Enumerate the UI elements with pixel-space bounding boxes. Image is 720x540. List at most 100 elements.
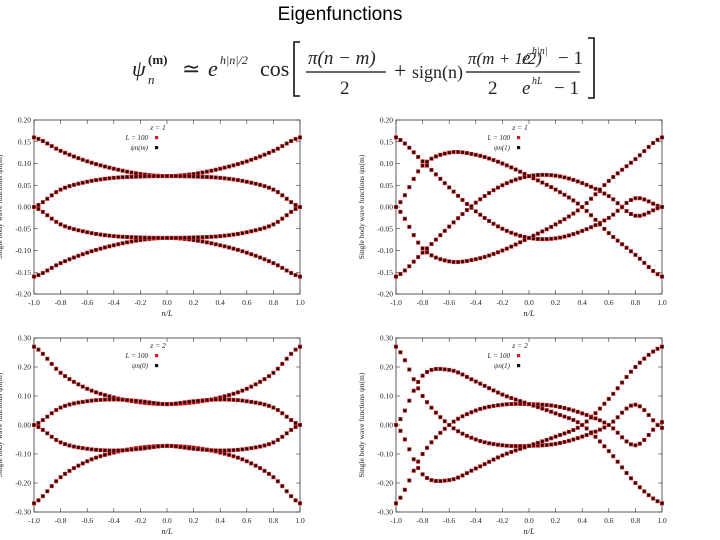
point-psi	[37, 273, 40, 277]
series-m0-pos	[32, 135, 302, 179]
point-psi	[90, 399, 93, 402]
point-psi	[205, 170, 209, 173]
point-psi	[523, 401, 526, 404]
point-psi	[474, 409, 478, 412]
point-psi	[434, 367, 438, 371]
point-psi	[514, 178, 517, 181]
point-psi	[241, 161, 244, 165]
x-tick-label: 0.8	[631, 298, 641, 307]
point-psi	[461, 260, 464, 263]
point-psi	[59, 261, 62, 265]
point-psi	[501, 183, 504, 187]
point-psi	[263, 444, 266, 447]
point-psi	[638, 442, 642, 445]
point-psi	[280, 435, 284, 439]
point-psi	[90, 458, 93, 461]
point-psi	[41, 428, 45, 432]
x-tick-label: 0.8	[631, 516, 641, 525]
point-psi	[580, 181, 584, 185]
point-psi	[478, 465, 482, 468]
svg-text:hL: hL	[532, 76, 543, 87]
point-psi	[50, 435, 54, 439]
point-psi	[403, 358, 407, 362]
point-psi	[447, 151, 451, 154]
point-psi	[549, 436, 553, 440]
point-psi	[403, 488, 407, 492]
point-psi	[249, 181, 253, 185]
point-psi	[536, 237, 540, 241]
point-psi	[201, 448, 204, 451]
point-psi	[179, 445, 182, 449]
point-psi	[41, 139, 45, 143]
point-psi	[425, 160, 429, 163]
point-psi	[125, 170, 129, 173]
point-psi	[196, 236, 200, 239]
point-psi	[594, 192, 597, 196]
point-psi	[37, 425, 40, 429]
point-psi	[116, 398, 120, 401]
point-psi	[121, 169, 124, 173]
point-psi	[642, 438, 646, 442]
point-psi	[496, 391, 500, 394]
point-psi	[147, 446, 151, 449]
point-psi	[465, 151, 469, 155]
point-psi	[425, 370, 429, 374]
point-psi	[514, 398, 517, 401]
point-psi	[94, 456, 98, 459]
legend-marker-L100	[155, 136, 159, 140]
point-psi	[509, 444, 513, 448]
point-psi	[611, 454, 615, 458]
point-psi	[227, 453, 231, 457]
point-psi	[59, 475, 62, 479]
chart-title: z = 2	[511, 341, 528, 350]
point-psi	[647, 145, 650, 149]
point-psi	[660, 420, 664, 424]
point-psi	[298, 502, 302, 505]
point-psi	[576, 426, 580, 430]
point-psi	[94, 448, 98, 452]
point-psi	[496, 225, 500, 228]
series-a	[394, 344, 664, 449]
point-psi	[452, 190, 455, 193]
point-psi	[125, 241, 129, 244]
point-psi	[541, 181, 544, 184]
point-psi	[660, 205, 664, 209]
point-psi	[394, 345, 398, 348]
point-psi	[85, 447, 89, 451]
y-tick-label: -0.15	[377, 268, 393, 277]
point-psi	[558, 441, 562, 445]
point-psi	[439, 367, 442, 371]
point-psi	[85, 459, 89, 463]
point-psi	[94, 248, 98, 252]
x-tick-label: -1.0	[390, 298, 402, 307]
point-psi	[394, 502, 398, 505]
point-psi	[478, 213, 482, 217]
point-psi	[549, 185, 553, 189]
point-psi	[156, 236, 160, 240]
point-psi	[254, 228, 257, 232]
point-psi	[594, 430, 597, 433]
x-tick-label: -0.4	[108, 298, 120, 307]
formula-frac2: e h|n| − 1 e hL − 1	[520, 37, 595, 99]
point-psi	[116, 449, 120, 452]
point-psi	[394, 423, 398, 427]
point-psi	[46, 489, 49, 493]
point-psi	[280, 144, 284, 148]
point-psi	[223, 395, 226, 398]
point-psi	[567, 439, 571, 443]
point-psi	[616, 209, 619, 213]
point-psi	[496, 186, 500, 189]
point-psi	[236, 398, 240, 402]
point-psi	[201, 399, 204, 402]
point-psi	[638, 153, 642, 157]
point-psi	[285, 415, 288, 418]
point-psi	[541, 407, 544, 410]
point-psi	[518, 240, 522, 244]
point-psi	[165, 174, 169, 178]
point-psi	[408, 479, 411, 482]
point-psi	[638, 361, 642, 365]
point-psi	[474, 380, 478, 383]
y-axis-label: Single body wave functions ψn(m)	[357, 154, 366, 259]
point-psi	[642, 213, 646, 216]
legend-marker-L100	[517, 136, 521, 140]
